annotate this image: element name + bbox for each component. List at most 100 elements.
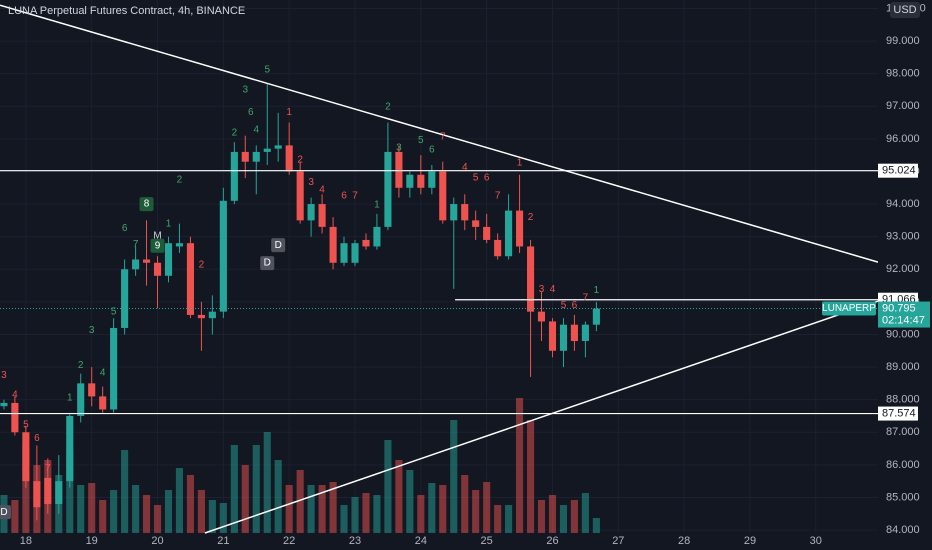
volume-bar bbox=[153, 505, 162, 533]
volume-bar bbox=[197, 490, 205, 533]
candle-body bbox=[88, 383, 96, 397]
volume-bar bbox=[307, 485, 315, 533]
marker-label: 3 bbox=[539, 284, 545, 295]
volume-bar bbox=[263, 432, 271, 533]
price-box bbox=[878, 301, 930, 328]
volume-bar bbox=[428, 483, 436, 533]
candle-body bbox=[263, 148, 271, 152]
volume-bar bbox=[527, 420, 535, 533]
marker-label: 5 bbox=[561, 300, 567, 311]
volume-bar bbox=[592, 518, 600, 533]
marker-label: 6 bbox=[248, 107, 254, 118]
candle-body bbox=[472, 220, 480, 227]
candle-body bbox=[296, 171, 304, 221]
y-tick-label: 88.000 bbox=[886, 394, 920, 406]
candle-body bbox=[527, 246, 535, 312]
volume-bar bbox=[417, 495, 425, 533]
symbol-box bbox=[822, 301, 876, 316]
candle-body bbox=[99, 396, 107, 410]
candle-body bbox=[241, 151, 249, 162]
volume-bar bbox=[329, 482, 337, 533]
marker-label: 5 bbox=[418, 135, 424, 146]
x-tick-label: 18 bbox=[20, 535, 32, 547]
level-label-box bbox=[878, 406, 918, 421]
symbol-label: LUNAPERP bbox=[822, 303, 876, 314]
trendline bbox=[204, 300, 879, 534]
y-tick-label: 89.000 bbox=[886, 361, 920, 373]
volume-bar bbox=[384, 440, 392, 533]
marker-label: 3 bbox=[89, 325, 95, 336]
volume-bar bbox=[132, 485, 140, 533]
candle-body bbox=[450, 204, 458, 221]
currency-label: USD bbox=[893, 4, 916, 16]
candle-body bbox=[384, 151, 392, 227]
candle-body bbox=[153, 262, 162, 276]
volume-bar bbox=[318, 485, 326, 533]
candle-body bbox=[581, 324, 589, 341]
x-tick-label: 22 bbox=[283, 535, 295, 547]
marker-label: 4 bbox=[12, 390, 18, 401]
candle-body bbox=[570, 324, 578, 341]
marker-label: 4 bbox=[319, 185, 325, 196]
x-tick-label: 26 bbox=[546, 535, 558, 547]
marker-label: 4 bbox=[462, 162, 468, 173]
volume-bar bbox=[296, 470, 304, 533]
candle-body bbox=[307, 204, 315, 221]
candle-body bbox=[494, 239, 502, 257]
volume-bar bbox=[395, 460, 403, 533]
candle-body bbox=[0, 402, 8, 407]
y-tick-label: 86.000 bbox=[886, 459, 920, 471]
chart-title: LUNA Perpetual Futures Contract, 4h, BIN… bbox=[8, 5, 245, 17]
candle-body bbox=[516, 210, 524, 247]
candle-body bbox=[175, 243, 183, 247]
marker-label: 3 bbox=[396, 143, 402, 154]
marker-badge bbox=[0, 505, 11, 520]
y-tick-label: 93.000 bbox=[886, 231, 920, 243]
x-tick-label: 24 bbox=[415, 535, 427, 547]
marker-label: 6 bbox=[122, 223, 128, 234]
marker-label: 6 bbox=[429, 145, 435, 156]
candle-body bbox=[483, 226, 491, 240]
candle-body bbox=[66, 415, 74, 482]
price-axis: 84.000 85.000 86.000 87.000 88.000 89.000 90.0… bbox=[878, 0, 932, 550]
candle-body bbox=[329, 226, 337, 263]
y-tick-label: 94.000 bbox=[886, 198, 920, 210]
marker-badge bbox=[150, 238, 165, 253]
volume-bar bbox=[142, 495, 151, 533]
volume-bar bbox=[483, 482, 491, 533]
volume-bar bbox=[186, 475, 194, 533]
marker-label: 6 bbox=[484, 173, 490, 184]
volume-bar bbox=[340, 505, 348, 533]
candle-body bbox=[428, 171, 436, 188]
volume-bar bbox=[110, 490, 118, 533]
marker-label: 2 bbox=[78, 360, 84, 371]
y-tick-label: 97.000 bbox=[886, 100, 920, 112]
candle-body bbox=[559, 324, 568, 351]
marker-label: M bbox=[153, 231, 161, 242]
volume-bar bbox=[505, 505, 513, 533]
overlays: LUNAPERP12345678M91223645123561345672123… bbox=[0, 4, 879, 534]
volume-bar bbox=[241, 465, 249, 533]
volume-bar bbox=[274, 460, 282, 533]
level-label: 87.574 bbox=[882, 407, 916, 419]
y-tick-label: 85.000 bbox=[886, 491, 920, 503]
candle-body bbox=[142, 259, 151, 263]
marker-label: 3 bbox=[308, 177, 314, 188]
volume-bar bbox=[219, 503, 227, 533]
volume-bar bbox=[11, 500, 19, 533]
candle-body bbox=[219, 200, 227, 312]
volume-bar bbox=[351, 497, 359, 533]
candle-body bbox=[77, 383, 85, 416]
marker-label: 7 bbox=[133, 239, 139, 250]
candle-body bbox=[505, 210, 513, 257]
axis-background bbox=[878, 0, 932, 550]
currency-box bbox=[890, 2, 920, 18]
y-tick-label: 87.000 bbox=[886, 426, 920, 438]
marker-label: 2 bbox=[232, 128, 238, 139]
candle-body bbox=[110, 327, 118, 410]
candle-body bbox=[362, 239, 370, 247]
volume-bar bbox=[581, 493, 589, 533]
volume-bar bbox=[494, 505, 502, 533]
marker-label: D bbox=[275, 240, 282, 251]
